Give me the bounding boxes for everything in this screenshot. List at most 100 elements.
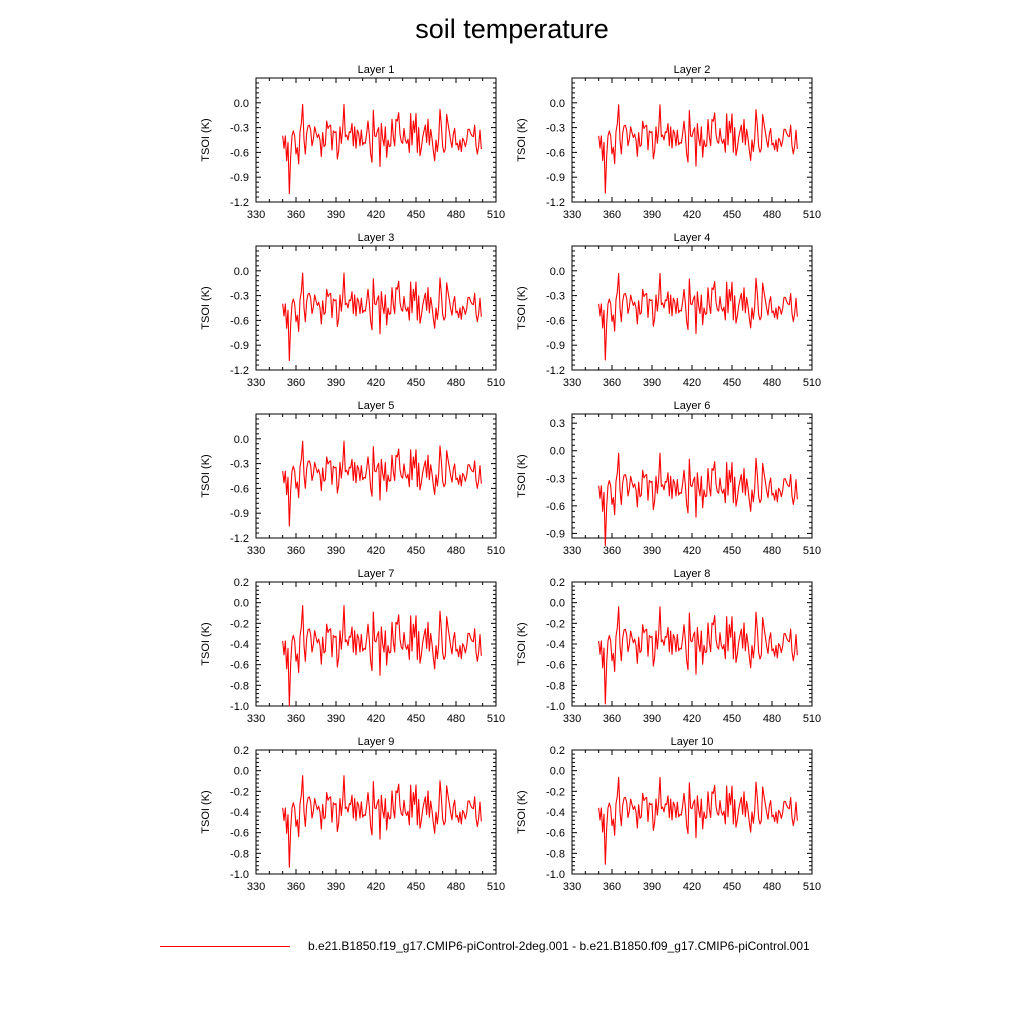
x-tick-label: 510 bbox=[803, 377, 821, 389]
y-tick-label: -0.3 bbox=[546, 291, 565, 303]
x-tick-label: 480 bbox=[447, 209, 465, 221]
panel-10: Layer 10 330 360 390 420 450 480 510 -1.0 -0.8 -0.… bbox=[516, 736, 821, 893]
x-tick-label: 420 bbox=[683, 881, 701, 893]
x-tick-label: 360 bbox=[603, 881, 621, 893]
legend-label: b.e21.B1850.f19_g17.CMIP6-piControl-2deg… bbox=[308, 939, 810, 953]
plot-frame bbox=[571, 413, 813, 539]
panel-7: Layer 7 330 360 390 420 450 480 510 -1.0 -0.8 -0.6… bbox=[200, 568, 505, 725]
y-tick-label: -0.4 bbox=[230, 639, 249, 651]
x-tick-label: 450 bbox=[723, 545, 741, 557]
panel-title: Layer 9 bbox=[358, 736, 395, 748]
x-tick-label: 450 bbox=[407, 377, 425, 389]
x-tick-label: 480 bbox=[447, 377, 465, 389]
figure-title: soil temperature bbox=[415, 14, 609, 44]
panel-8: Layer 8 330 360 390 420 450 480 510 -1.0 -0.8 -0.6… bbox=[516, 568, 821, 725]
y-tick-label: -0.9 bbox=[230, 340, 249, 352]
x-tick-label: 510 bbox=[803, 881, 821, 893]
x-tick-label: 390 bbox=[327, 881, 345, 893]
y-tick-label: -0.3 bbox=[546, 473, 565, 485]
y-axis-label: TSOI (K) bbox=[516, 790, 528, 833]
y-tick-label: -0.2 bbox=[546, 786, 565, 798]
x-tick-label: 360 bbox=[287, 209, 305, 221]
y-tick-label: -1.2 bbox=[230, 533, 249, 545]
y-tick-label: -0.2 bbox=[230, 618, 249, 630]
y-tick-label: 0.0 bbox=[234, 266, 249, 278]
y-axis-label: TSOI (K) bbox=[200, 622, 212, 665]
y-axis-label: TSOI (K) bbox=[516, 454, 528, 497]
y-tick-label: -0.6 bbox=[546, 501, 565, 513]
panel-title: Layer 8 bbox=[674, 568, 711, 580]
y-tick-label: -0.4 bbox=[230, 807, 249, 819]
y-tick-label: 0.0 bbox=[234, 766, 249, 778]
x-tick-label: 330 bbox=[247, 377, 265, 389]
x-tick-label: 450 bbox=[407, 881, 425, 893]
y-tick-label: -0.8 bbox=[546, 848, 565, 860]
y-tick-label: -0.4 bbox=[546, 639, 565, 651]
y-tick-label: 0.2 bbox=[550, 745, 565, 757]
series-line bbox=[282, 440, 482, 527]
series-line bbox=[282, 103, 482, 195]
y-tick-label: -1.2 bbox=[546, 365, 565, 377]
x-tick-label: 420 bbox=[367, 377, 385, 389]
y-tick-label: -0.9 bbox=[230, 172, 249, 184]
y-tick-label: -0.6 bbox=[546, 828, 565, 840]
x-tick-label: 510 bbox=[487, 545, 505, 557]
y-tick-label: 0.0 bbox=[550, 598, 565, 610]
y-axis-label: TSOI (K) bbox=[200, 790, 212, 833]
y-tick-label: -0.3 bbox=[230, 291, 249, 303]
x-tick-label: 330 bbox=[563, 713, 581, 725]
panel-title: Layer 6 bbox=[674, 400, 711, 412]
panel-title: Layer 2 bbox=[674, 64, 711, 76]
x-tick-label: 390 bbox=[643, 713, 661, 725]
x-tick-label: 420 bbox=[367, 881, 385, 893]
y-tick-label: -0.6 bbox=[230, 483, 249, 495]
y-tick-label: -0.6 bbox=[546, 315, 565, 327]
x-tick-label: 390 bbox=[643, 881, 661, 893]
y-tick-label: -0.8 bbox=[230, 680, 249, 692]
x-tick-label: 480 bbox=[447, 881, 465, 893]
x-tick-label: 510 bbox=[487, 713, 505, 725]
y-tick-label: -1.2 bbox=[230, 197, 249, 209]
legend: b.e21.B1850.f19_g17.CMIP6-piControl-2deg… bbox=[160, 936, 940, 958]
x-tick-label: 420 bbox=[683, 713, 701, 725]
y-tick-label: -0.3 bbox=[230, 123, 249, 135]
x-tick-label: 420 bbox=[683, 377, 701, 389]
x-tick-label: 330 bbox=[563, 209, 581, 221]
x-tick-label: 510 bbox=[487, 377, 505, 389]
x-tick-label: 420 bbox=[367, 713, 385, 725]
x-tick-label: 330 bbox=[563, 545, 581, 557]
y-tick-label: -0.9 bbox=[230, 508, 249, 520]
y-tick-label: -1.0 bbox=[230, 701, 249, 713]
x-tick-label: 480 bbox=[763, 377, 781, 389]
x-tick-label: 450 bbox=[723, 713, 741, 725]
y-tick-label: 0.3 bbox=[550, 418, 565, 430]
x-tick-label: 480 bbox=[447, 713, 465, 725]
x-tick-label: 330 bbox=[563, 881, 581, 893]
panel-5: Layer 5 330 360 390 420 450 480 510 -1.2 -0.9 -0.6… bbox=[200, 400, 505, 557]
panel-1: Layer 1 330 360 390 420 450 480 510 -1.2 -0.9 -0.6… bbox=[200, 64, 505, 221]
y-tick-label: -0.6 bbox=[230, 660, 249, 672]
x-tick-label: 390 bbox=[327, 545, 345, 557]
y-tick-label: -0.2 bbox=[230, 786, 249, 798]
y-axis-label: TSOI (K) bbox=[200, 454, 212, 497]
series-line bbox=[598, 452, 798, 546]
x-tick-label: 330 bbox=[247, 545, 265, 557]
y-tick-label: 0.0 bbox=[550, 98, 565, 110]
legend-line-swatch bbox=[160, 946, 290, 947]
x-tick-label: 510 bbox=[487, 881, 505, 893]
x-tick-label: 360 bbox=[603, 713, 621, 725]
x-tick-label: 420 bbox=[367, 209, 385, 221]
y-axis-label: TSOI (K) bbox=[200, 118, 212, 161]
x-tick-label: 420 bbox=[683, 209, 701, 221]
x-tick-label: 390 bbox=[643, 545, 661, 557]
x-tick-label: 360 bbox=[287, 545, 305, 557]
x-tick-label: 450 bbox=[723, 881, 741, 893]
panel-title: Layer 10 bbox=[671, 736, 714, 748]
x-tick-label: 360 bbox=[603, 209, 621, 221]
x-tick-label: 390 bbox=[327, 713, 345, 725]
x-tick-label: 330 bbox=[247, 713, 265, 725]
y-tick-label: 0.0 bbox=[550, 766, 565, 778]
y-tick-label: -0.9 bbox=[546, 172, 565, 184]
y-tick-label: -1.2 bbox=[546, 197, 565, 209]
